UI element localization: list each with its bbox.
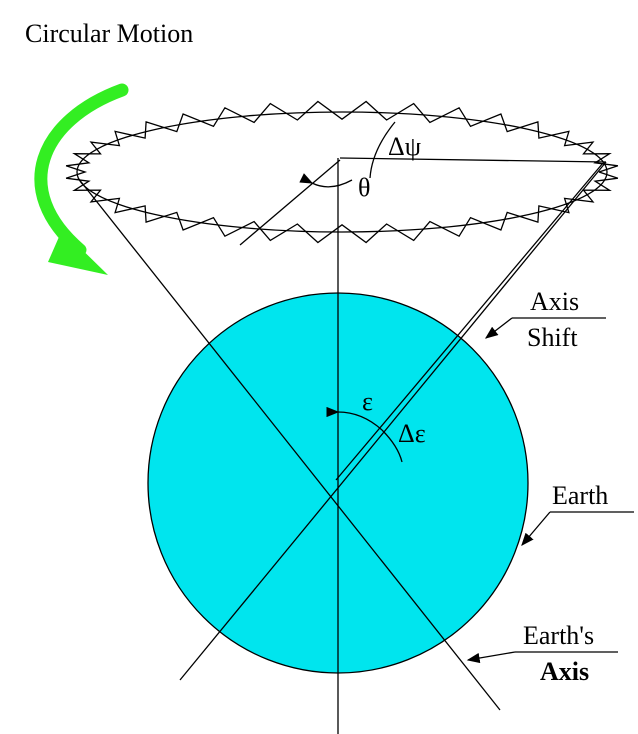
theta-arc [299, 173, 353, 188]
theta-label: θ [358, 173, 370, 202]
leader [521, 511, 551, 546]
delta-psi-label: Δψ [388, 132, 421, 161]
earths-axis-label: Axis [540, 657, 589, 686]
motion-arrow [34, 83, 129, 257]
earth-label: Earth [552, 481, 608, 510]
delta-epsilon-label: Δε [398, 419, 426, 448]
axis-shift-label: Axis [530, 287, 579, 316]
leader [466, 651, 516, 664]
title: Circular Motion [25, 19, 193, 48]
epsilon-label: ε [362, 387, 373, 416]
axis-shift-label: Shift [527, 323, 578, 352]
cone-line [179, 161, 607, 681]
nutation-zigzag [65, 100, 619, 244]
cone-line [77, 177, 501, 711]
earths-axis-label: Earth's [523, 621, 594, 650]
theta-line [239, 159, 341, 246]
epsilon-arc [326, 406, 383, 431]
precession-ellipse [76, 111, 608, 233]
axis-shift-line [335, 162, 604, 481]
leader [484, 317, 513, 339]
radius-line [339, 157, 607, 163]
delta-psi-arc [369, 121, 396, 179]
motion-arrowhead [48, 230, 108, 275]
delta-epsilon-arc [381, 429, 403, 463]
